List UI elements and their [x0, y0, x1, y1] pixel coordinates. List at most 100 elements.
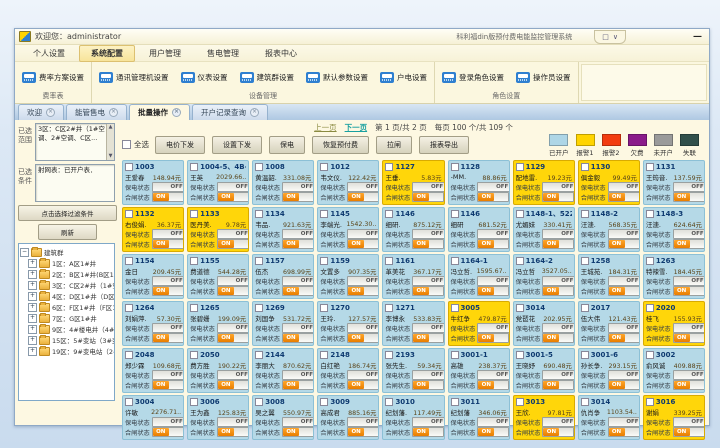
card-checkbox[interactable] — [580, 398, 589, 406]
breaker-toggle[interactable]: ON — [412, 380, 444, 390]
menu-item[interactable]: 售电管理 — [195, 45, 251, 62]
card-checkbox[interactable] — [580, 351, 589, 359]
keep-power-toggle[interactable]: OFF — [281, 370, 314, 380]
card-checkbox[interactable] — [580, 210, 589, 218]
minimize-button[interactable]: — — [693, 31, 702, 42]
keep-power-toggle[interactable]: OFF — [412, 417, 444, 427]
keep-power-toggle[interactable]: OFF — [281, 182, 314, 192]
card-checkbox[interactable] — [125, 351, 133, 359]
card-checkbox[interactable] — [580, 304, 589, 312]
action-button[interactable]: 电价下发 — [155, 136, 205, 154]
card-checkbox[interactable] — [515, 257, 524, 265]
card-checkbox[interactable] — [190, 163, 199, 171]
expand-icon[interactable]: + — [28, 335, 37, 345]
meter-card[interactable]: 1134 韦品. 921.63元 保电状态 OFF — [252, 207, 315, 252]
action-button[interactable]: 保电 — [269, 136, 305, 154]
tree-item[interactable]: + 3区：C区2#井（1#空调 — [20, 279, 114, 290]
meter-card[interactable]: 1004-5、4B-1 王英 2029.66.. 保电状态 OFF — [187, 160, 250, 205]
meter-card[interactable]: 1271 李博永 533.83元 保电状态 OFF — [382, 301, 445, 346]
document-tab[interactable]: 批量操作 × — [129, 104, 190, 120]
card-checkbox[interactable] — [385, 257, 394, 265]
meter-card[interactable]: 1164-1 冯立哲. 1595.67.. 保电状态 OFF — [447, 254, 510, 299]
breaker-toggle[interactable]: ON — [542, 239, 574, 249]
card-checkbox[interactable] — [580, 257, 589, 265]
tab-close-icon[interactable]: × — [46, 108, 55, 117]
meter-card[interactable]: 2020 桂飞 155.93元 保电状态 OFF — [642, 301, 705, 346]
keep-power-toggle[interactable]: OFF — [672, 370, 704, 380]
tree-item[interactable]: + 6区：F区1#井（F区1# — [20, 301, 114, 312]
action-button[interactable]: 拉闸 — [376, 136, 412, 154]
scroll-down-icon[interactable]: ▼ — [108, 152, 113, 159]
ribbon-button[interactable]: 通讯管理机设置 — [97, 71, 171, 84]
breaker-toggle[interactable]: ON — [151, 286, 184, 296]
keep-power-toggle[interactable]: OFF — [151, 276, 184, 286]
keep-power-toggle[interactable]: OFF — [151, 229, 184, 239]
ribbon-button[interactable]: 户电设置 — [378, 71, 429, 84]
collapse-icon[interactable]: − — [20, 247, 29, 257]
card-checkbox[interactable] — [255, 398, 264, 406]
keep-power-toggle[interactable]: OFF — [347, 417, 379, 427]
ribbon-button[interactable]: 默认参数设置 — [304, 71, 370, 84]
breaker-toggle[interactable]: ON — [477, 239, 509, 249]
meter-card[interactable]: 3006 王为鑫 125.83元 保电状态 OFF — [187, 395, 250, 440]
card-checkbox[interactable] — [515, 210, 524, 218]
breaker-toggle[interactable]: ON — [216, 192, 249, 202]
card-checkbox[interactable] — [645, 351, 654, 359]
ribbon-button[interactable]: 登录角色设置 — [440, 71, 506, 84]
card-checkbox[interactable] — [125, 257, 133, 265]
meter-card[interactable]: 1265 张碧姗 199.09元 保电状态 OFF — [187, 301, 250, 346]
keep-power-toggle[interactable]: OFF — [412, 182, 444, 192]
action-button[interactable]: 恢复预付费 — [312, 136, 369, 154]
breaker-toggle[interactable]: ON — [607, 427, 639, 437]
keep-power-toggle[interactable]: OFF — [607, 417, 639, 427]
keep-power-toggle[interactable]: OFF — [281, 417, 314, 427]
keep-power-toggle[interactable]: OFF — [542, 417, 574, 427]
card-checkbox[interactable] — [255, 163, 264, 171]
expand-icon[interactable]: + — [28, 258, 37, 268]
keep-power-toggle[interactable]: OFF — [347, 229, 379, 239]
keep-power-toggle[interactable]: OFF — [672, 182, 704, 192]
card-checkbox[interactable] — [515, 398, 524, 406]
breaker-toggle[interactable]: ON — [281, 427, 314, 437]
tab-close-icon[interactable]: × — [250, 108, 259, 117]
meter-card[interactable]: 1148-1、522 尤媚妹 330.41元 保电状态 OFF — [512, 207, 575, 252]
breaker-toggle[interactable]: ON — [672, 286, 704, 296]
meter-card[interactable]: 1003 王爱春 148.94元 保电状态 OFF — [122, 160, 185, 205]
expand-icon[interactable]: + — [28, 324, 37, 334]
breaker-toggle[interactable]: ON — [347, 192, 379, 202]
selected-range-listbox[interactable]: 3区：C区2#井（1#空调、2#空调、C区... ▲ ▼ — [35, 123, 115, 161]
keep-power-toggle[interactable]: OFF — [151, 370, 184, 380]
card-checkbox[interactable] — [255, 304, 264, 312]
keep-power-toggle[interactable]: OFF — [477, 417, 509, 427]
keep-power-toggle[interactable]: OFF — [216, 323, 249, 333]
meter-card[interactable]: 1008 黄温韶. 331.08元 保电状态 OFF — [252, 160, 315, 205]
tree-item[interactable]: + 1区：A区1#井 — [20, 257, 113, 268]
meter-card[interactable]: 3001-1 高雄 238.37元 保电状态 OFF — [447, 348, 510, 393]
keep-power-toggle[interactable]: OFF — [412, 229, 444, 239]
meter-card[interactable]: 1159 文置多 907.35元 保电状态 OFF — [317, 254, 380, 299]
meter-card[interactable]: 1258 王城苑. 184.31元 保电状态 OFF — [577, 254, 640, 299]
meter-card[interactable]: 3002 俞风诚 409.88元 保电状态 OFF — [642, 348, 705, 393]
meter-card[interactable]: 1012 韦文仪. 122.42元 保电状态 OFF — [317, 160, 380, 205]
breaker-toggle[interactable]: ON — [477, 286, 509, 296]
meter-card[interactable]: 2148 白红艳 186.74元 保电状态 OFF — [317, 348, 380, 393]
breaker-toggle[interactable]: ON — [607, 380, 639, 390]
card-checkbox[interactable] — [190, 210, 199, 218]
breaker-toggle[interactable]: ON — [216, 380, 249, 390]
meter-card[interactable]: 1127 王垂. 5.83元 保电状态 OFF — [382, 160, 445, 205]
card-checkbox[interactable] — [255, 351, 264, 359]
card-checkbox[interactable] — [515, 351, 524, 359]
meter-card[interactable]: 1146 细研. 875.12元 保电状态 OFF — [382, 207, 445, 252]
breaker-toggle[interactable]: ON — [542, 380, 574, 390]
card-checkbox[interactable] — [450, 210, 459, 218]
keep-power-toggle[interactable]: OFF — [477, 323, 509, 333]
action-button[interactable]: 设置下发 — [212, 136, 262, 154]
breaker-toggle[interactable]: ON — [542, 286, 574, 296]
breaker-toggle[interactable]: ON — [216, 286, 249, 296]
meter-card[interactable]: 3008 吴之翼 550.97元 保电状态 OFF — [252, 395, 315, 440]
document-tab[interactable]: 能管售电 × — [66, 104, 127, 120]
keep-power-toggle[interactable]: OFF — [412, 323, 444, 333]
card-checkbox[interactable] — [385, 210, 394, 218]
breaker-toggle[interactable]: ON — [151, 239, 184, 249]
meter-card[interactable]: 1157 伍杰 698.99元 保电状态 OFF — [252, 254, 315, 299]
